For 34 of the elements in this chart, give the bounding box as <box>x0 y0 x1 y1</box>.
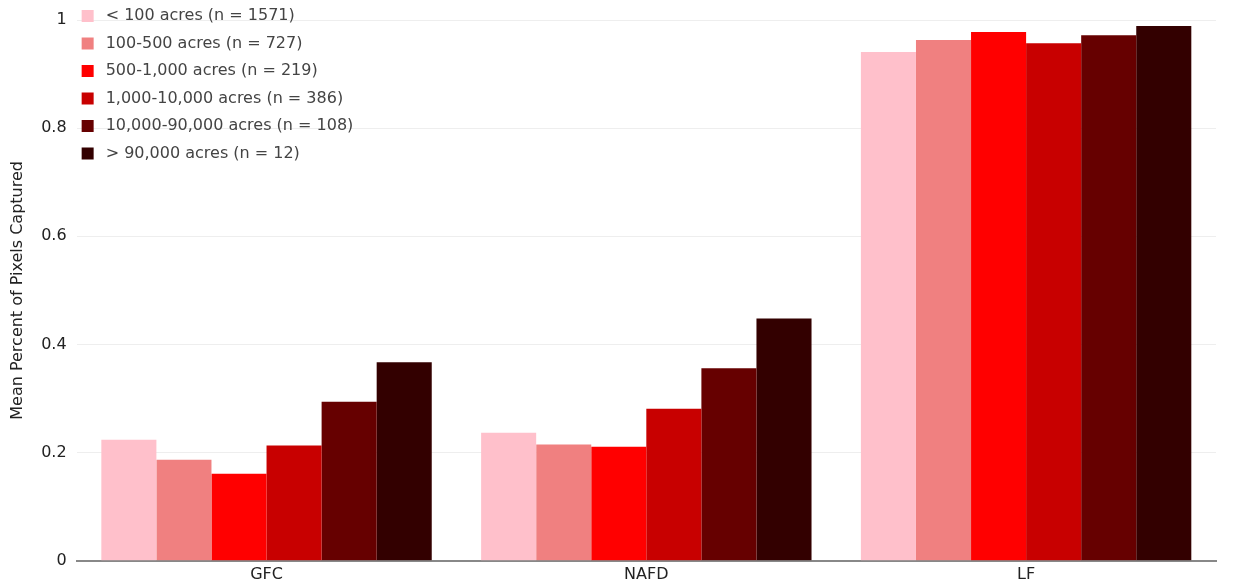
bar <box>701 368 757 561</box>
bar <box>646 408 702 561</box>
bar <box>860 51 916 561</box>
bar <box>915 40 972 561</box>
bar <box>1026 43 1082 561</box>
y-axis-title: Mean Percent of Pixels Captured <box>6 161 26 420</box>
y-tick-label: 0.8 <box>41 117 67 137</box>
bar <box>1136 25 1192 561</box>
x-tick-label: GFC <box>250 563 283 583</box>
legend-label: 1,000-10,000 acres (n = 386) <box>105 87 344 107</box>
bar <box>481 432 537 561</box>
y-tick-label: 1 <box>56 9 67 29</box>
y-tick-label: 0.2 <box>41 441 67 461</box>
bar <box>591 446 647 561</box>
legend-label: 10,000-90,000 acres (n = 108) <box>105 115 354 135</box>
bar <box>536 444 592 561</box>
bar <box>1081 35 1137 561</box>
y-tick-label: 0.6 <box>41 225 67 245</box>
y-tick-label: 0 <box>56 549 67 569</box>
bar <box>971 31 1027 561</box>
bar <box>211 473 267 561</box>
bar <box>321 401 377 561</box>
bar <box>266 445 322 561</box>
y-tick-label: 0.4 <box>41 333 67 353</box>
legend-label: 100-500 acres (n = 727) <box>105 32 303 52</box>
legend-label: > 90,000 acres (n = 12) <box>105 142 300 162</box>
x-tick-label: LF <box>1017 563 1036 583</box>
legend-label: 500-1,000 acres (n = 219) <box>105 60 318 80</box>
legend-label: < 100 acres (n = 1571) <box>105 5 295 25</box>
bar <box>156 459 212 561</box>
x-tick-label: NAFD <box>624 563 669 583</box>
bar <box>756 318 812 561</box>
bar <box>101 439 157 561</box>
bar <box>376 362 432 561</box>
